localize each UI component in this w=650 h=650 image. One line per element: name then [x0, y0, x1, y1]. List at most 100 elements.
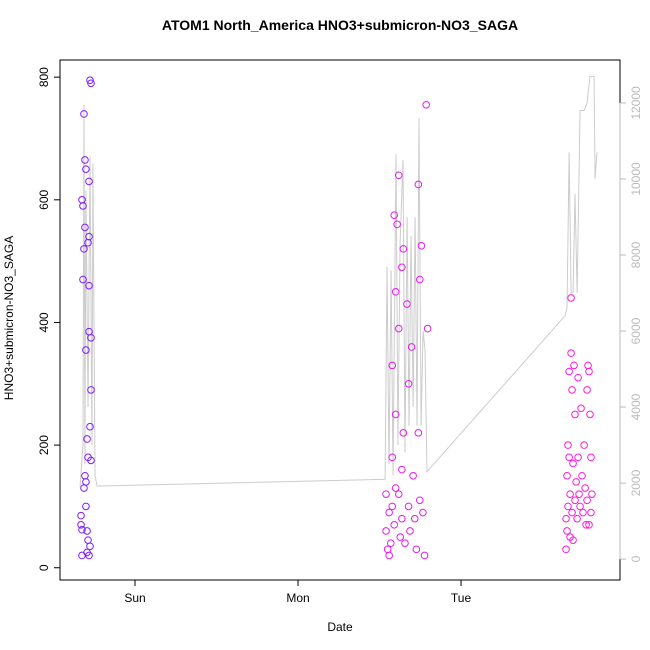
point	[383, 545, 392, 554]
point	[585, 367, 593, 376]
point	[420, 551, 429, 560]
y2-tick-label: 6000	[629, 317, 643, 344]
point	[562, 545, 570, 554]
point	[565, 453, 573, 462]
point	[390, 521, 399, 529]
point	[79, 202, 87, 210]
point	[419, 508, 427, 517]
point	[394, 324, 403, 333]
point	[412, 545, 421, 554]
point	[571, 496, 579, 505]
point	[393, 220, 401, 229]
y2-tick-label: 2000	[629, 469, 643, 496]
point	[565, 367, 573, 376]
point	[86, 422, 94, 431]
point	[417, 242, 426, 250]
point	[83, 527, 91, 535]
point	[587, 453, 595, 462]
point	[388, 361, 397, 370]
point	[569, 536, 577, 544]
point	[85, 281, 93, 290]
y-tick-label: 400	[37, 312, 51, 332]
y-tick-label: 200	[37, 435, 51, 455]
point	[416, 275, 424, 284]
point	[583, 496, 591, 505]
point	[80, 484, 88, 492]
point	[574, 373, 582, 382]
x-tick-label: Mon	[286, 591, 309, 605]
point	[83, 435, 91, 443]
point	[588, 490, 596, 498]
y2-tick-label: 8000	[629, 241, 643, 268]
point	[422, 100, 430, 109]
y-tick-label: 600	[37, 189, 51, 209]
point	[564, 441, 572, 449]
point	[577, 404, 585, 413]
point	[86, 542, 94, 551]
y-tick-label: 0	[37, 564, 51, 571]
point	[391, 484, 400, 492]
point	[566, 490, 574, 498]
point	[82, 165, 90, 173]
point	[410, 514, 419, 523]
point	[583, 386, 591, 394]
point	[87, 333, 95, 342]
point	[567, 294, 575, 302]
point	[78, 525, 86, 534]
y-tick-label: 800	[37, 67, 51, 87]
point	[82, 478, 90, 486]
y2-tick-label: 12000	[629, 86, 643, 120]
point	[385, 551, 393, 560]
point	[416, 496, 424, 505]
point	[404, 502, 413, 511]
point	[414, 429, 423, 437]
point	[578, 471, 586, 480]
point	[81, 223, 89, 232]
point	[388, 502, 397, 511]
point	[394, 490, 403, 498]
point	[399, 245, 408, 253]
point	[78, 196, 86, 204]
point	[398, 263, 406, 272]
point	[404, 379, 413, 388]
point	[85, 551, 93, 560]
point	[423, 324, 432, 333]
point	[85, 232, 93, 241]
plot-box	[59, 59, 621, 581]
point	[79, 275, 87, 284]
point	[587, 508, 595, 517]
point	[82, 346, 90, 354]
point	[81, 471, 89, 480]
point	[584, 361, 592, 370]
point	[81, 156, 89, 164]
point	[567, 349, 575, 357]
point	[403, 300, 411, 308]
point	[569, 459, 577, 468]
point	[586, 410, 594, 419]
chart-title: ATOM1 North_America HNO3+submicron-NO3_S…	[162, 17, 518, 33]
point	[574, 453, 582, 462]
point	[77, 521, 85, 529]
point	[573, 514, 581, 523]
point	[80, 110, 88, 118]
point	[406, 527, 414, 535]
point	[396, 533, 405, 541]
y2-tick-label: 10000	[629, 162, 643, 196]
point	[407, 343, 416, 351]
y2-tick-label: 4000	[629, 393, 643, 420]
point	[86, 76, 94, 85]
point	[85, 177, 93, 186]
point	[570, 361, 578, 370]
point	[568, 508, 576, 517]
point	[388, 453, 397, 462]
point	[77, 511, 85, 520]
point	[391, 410, 400, 419]
point	[84, 536, 92, 544]
point	[564, 502, 572, 511]
x-axis-label: Date	[327, 620, 353, 634]
point	[87, 456, 95, 465]
point	[575, 490, 583, 498]
y-axis-label: HNO3+submicron-NO3_SAGA	[2, 236, 16, 400]
point	[572, 478, 580, 486]
